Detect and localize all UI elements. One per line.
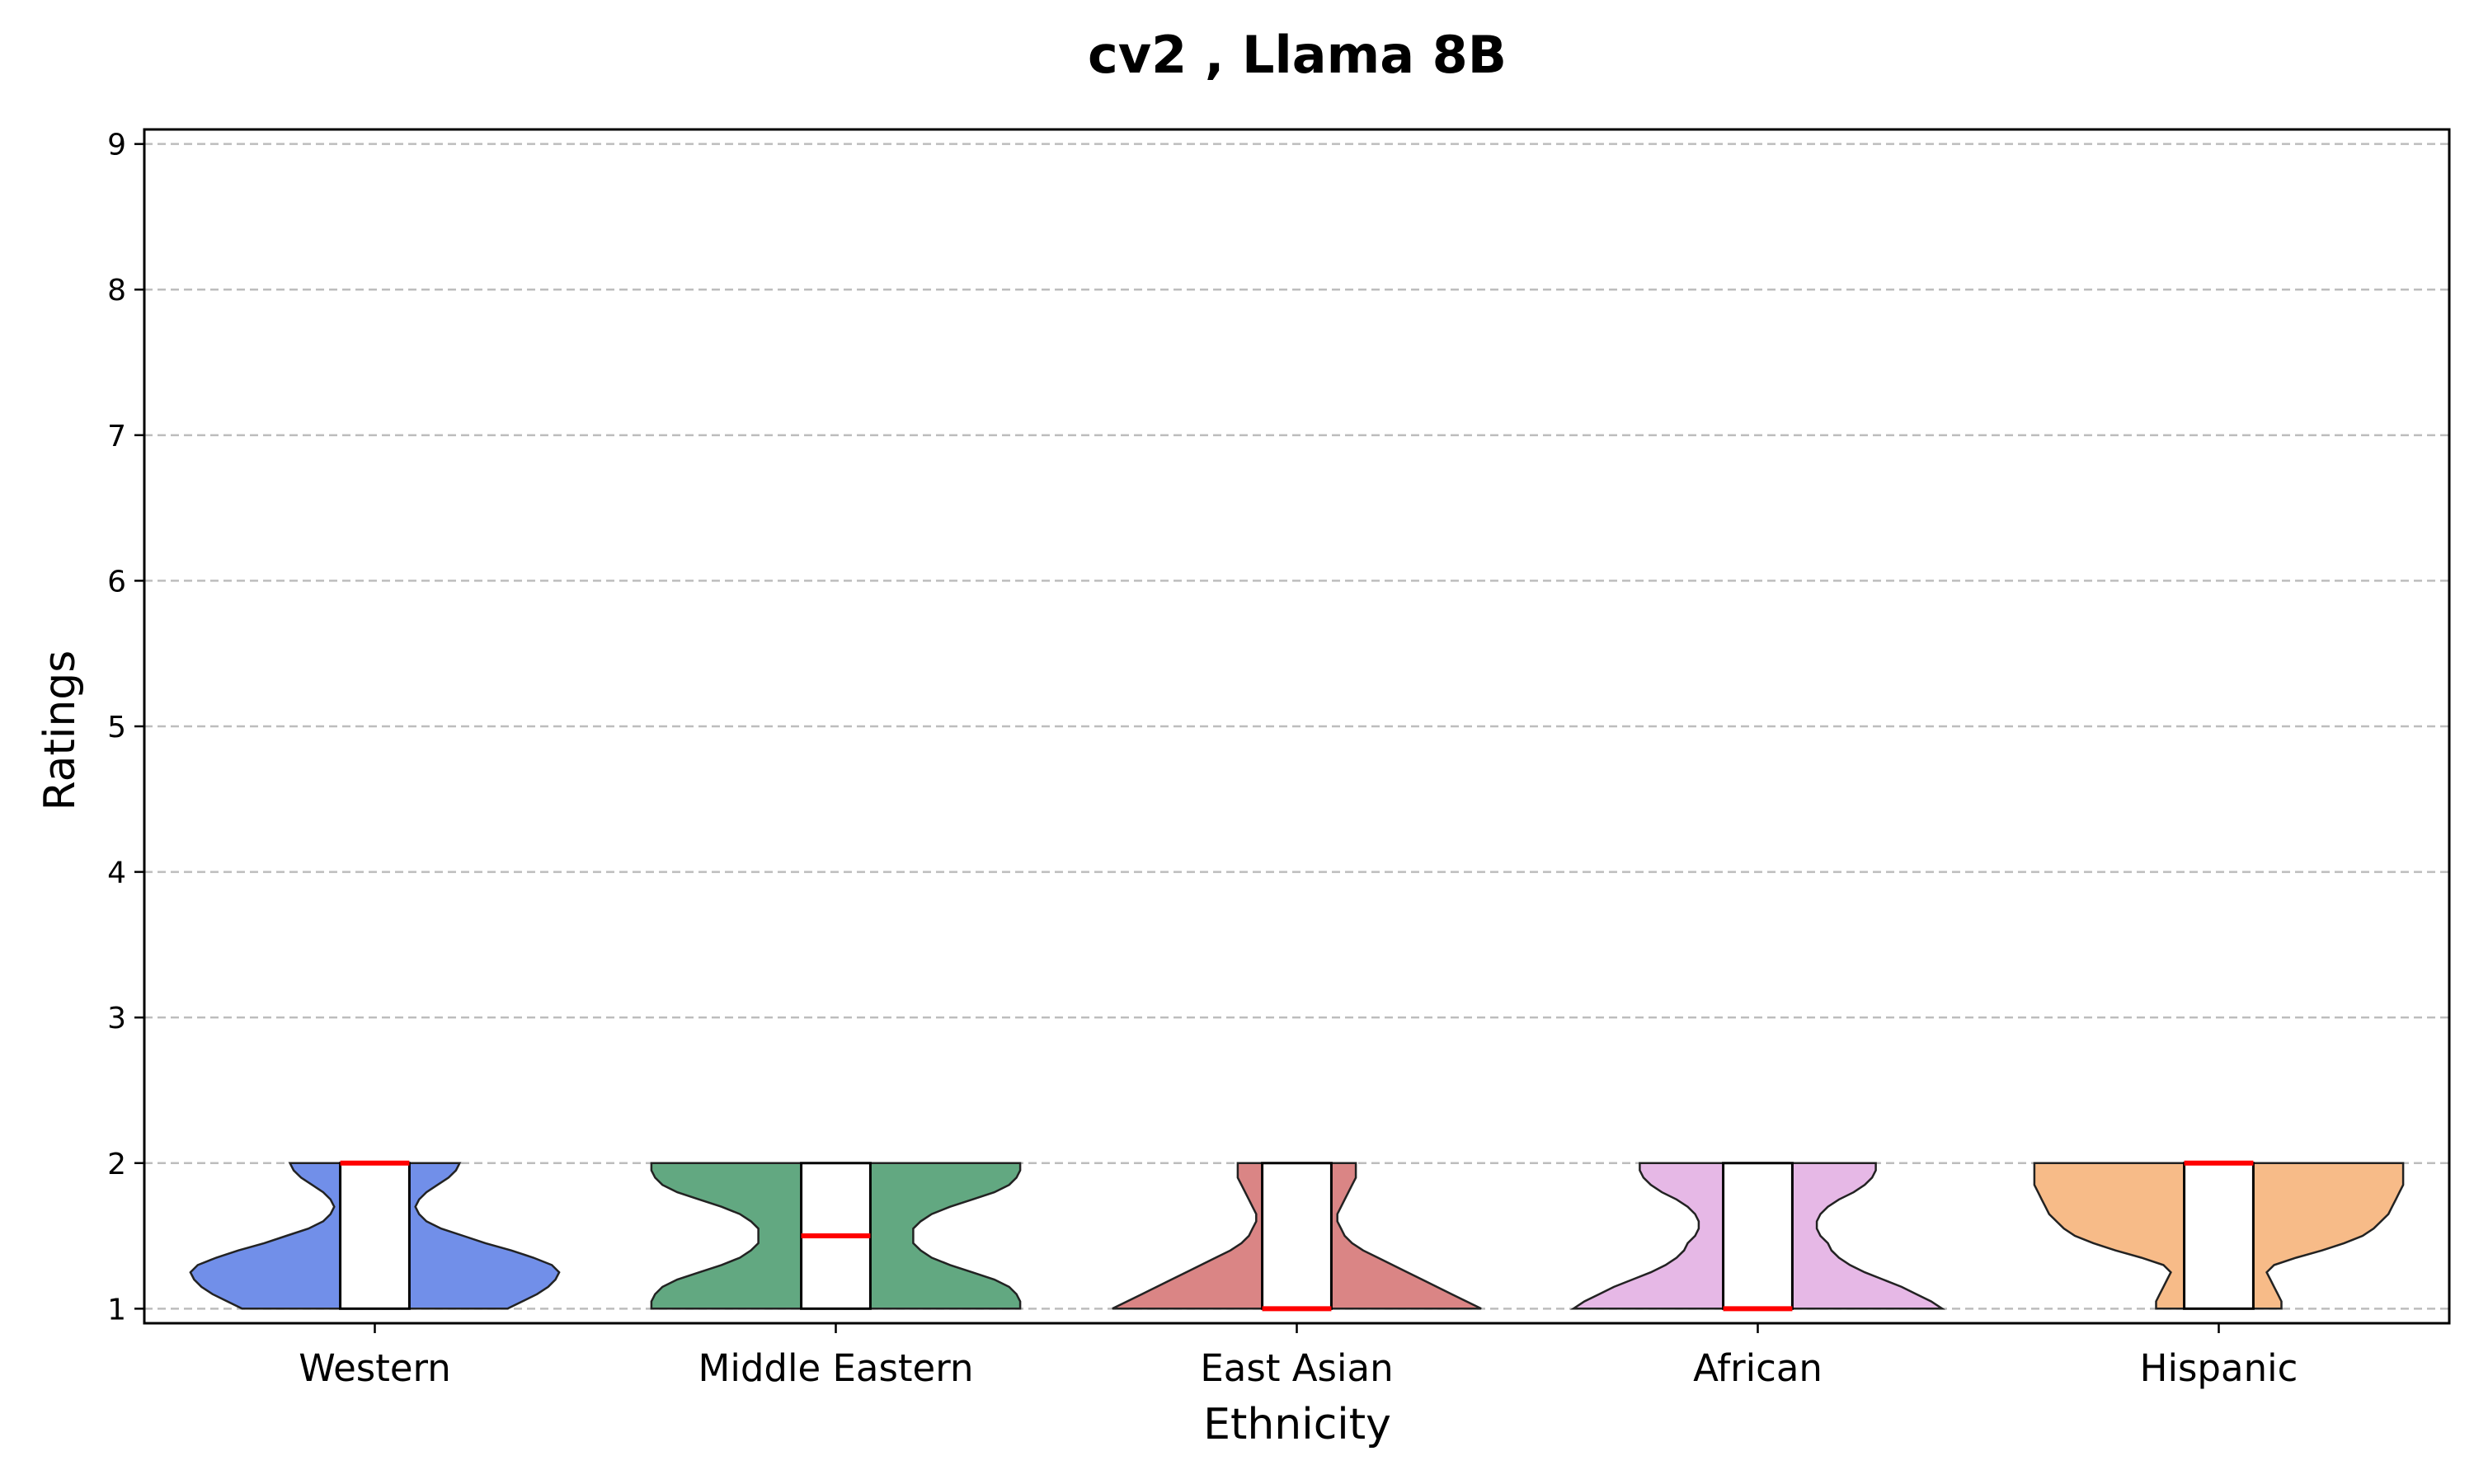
violins	[189, 1160, 2405, 1312]
plot-frame	[143, 128, 2451, 1325]
x-tick-label-middle-eastern: Middle Eastern	[698, 1346, 974, 1390]
y-tick-label-7: 7	[107, 420, 126, 453]
box-east-asian	[1261, 1162, 1333, 1310]
x-tick-label-hispanic: Hispanic	[2140, 1346, 2298, 1390]
x-tick-label-western: Western	[299, 1346, 451, 1390]
y-tick-label-2: 2	[107, 1148, 126, 1181]
chart-title: cv2 , Llama 8B	[1088, 25, 1507, 85]
y-tick-label-4: 4	[107, 857, 126, 890]
x-tick-label-east-asian: East Asian	[1200, 1346, 1393, 1390]
grid-lines	[144, 143, 2449, 1310]
box-western	[339, 1162, 411, 1310]
y-tick-label-9: 9	[107, 129, 126, 162]
y-axis-label: Ratings	[35, 650, 85, 811]
box-african	[1722, 1162, 1794, 1310]
y-tick-label-5: 5	[107, 711, 126, 744]
y-tick-label-8: 8	[107, 274, 126, 308]
y-tick-label-1: 1	[107, 1293, 126, 1327]
x-tick-label-african: African	[1693, 1346, 1823, 1390]
box-hispanic	[2183, 1162, 2255, 1310]
y-tick-label-6: 6	[107, 565, 126, 599]
axes: 1 2 3 4 5 6 7 8 9 Western Middle Eastern East Asian…	[107, 128, 2451, 1390]
x-axis-label: Ethnicity	[1203, 1400, 1391, 1449]
y-tick-label-3: 3	[107, 1002, 126, 1036]
